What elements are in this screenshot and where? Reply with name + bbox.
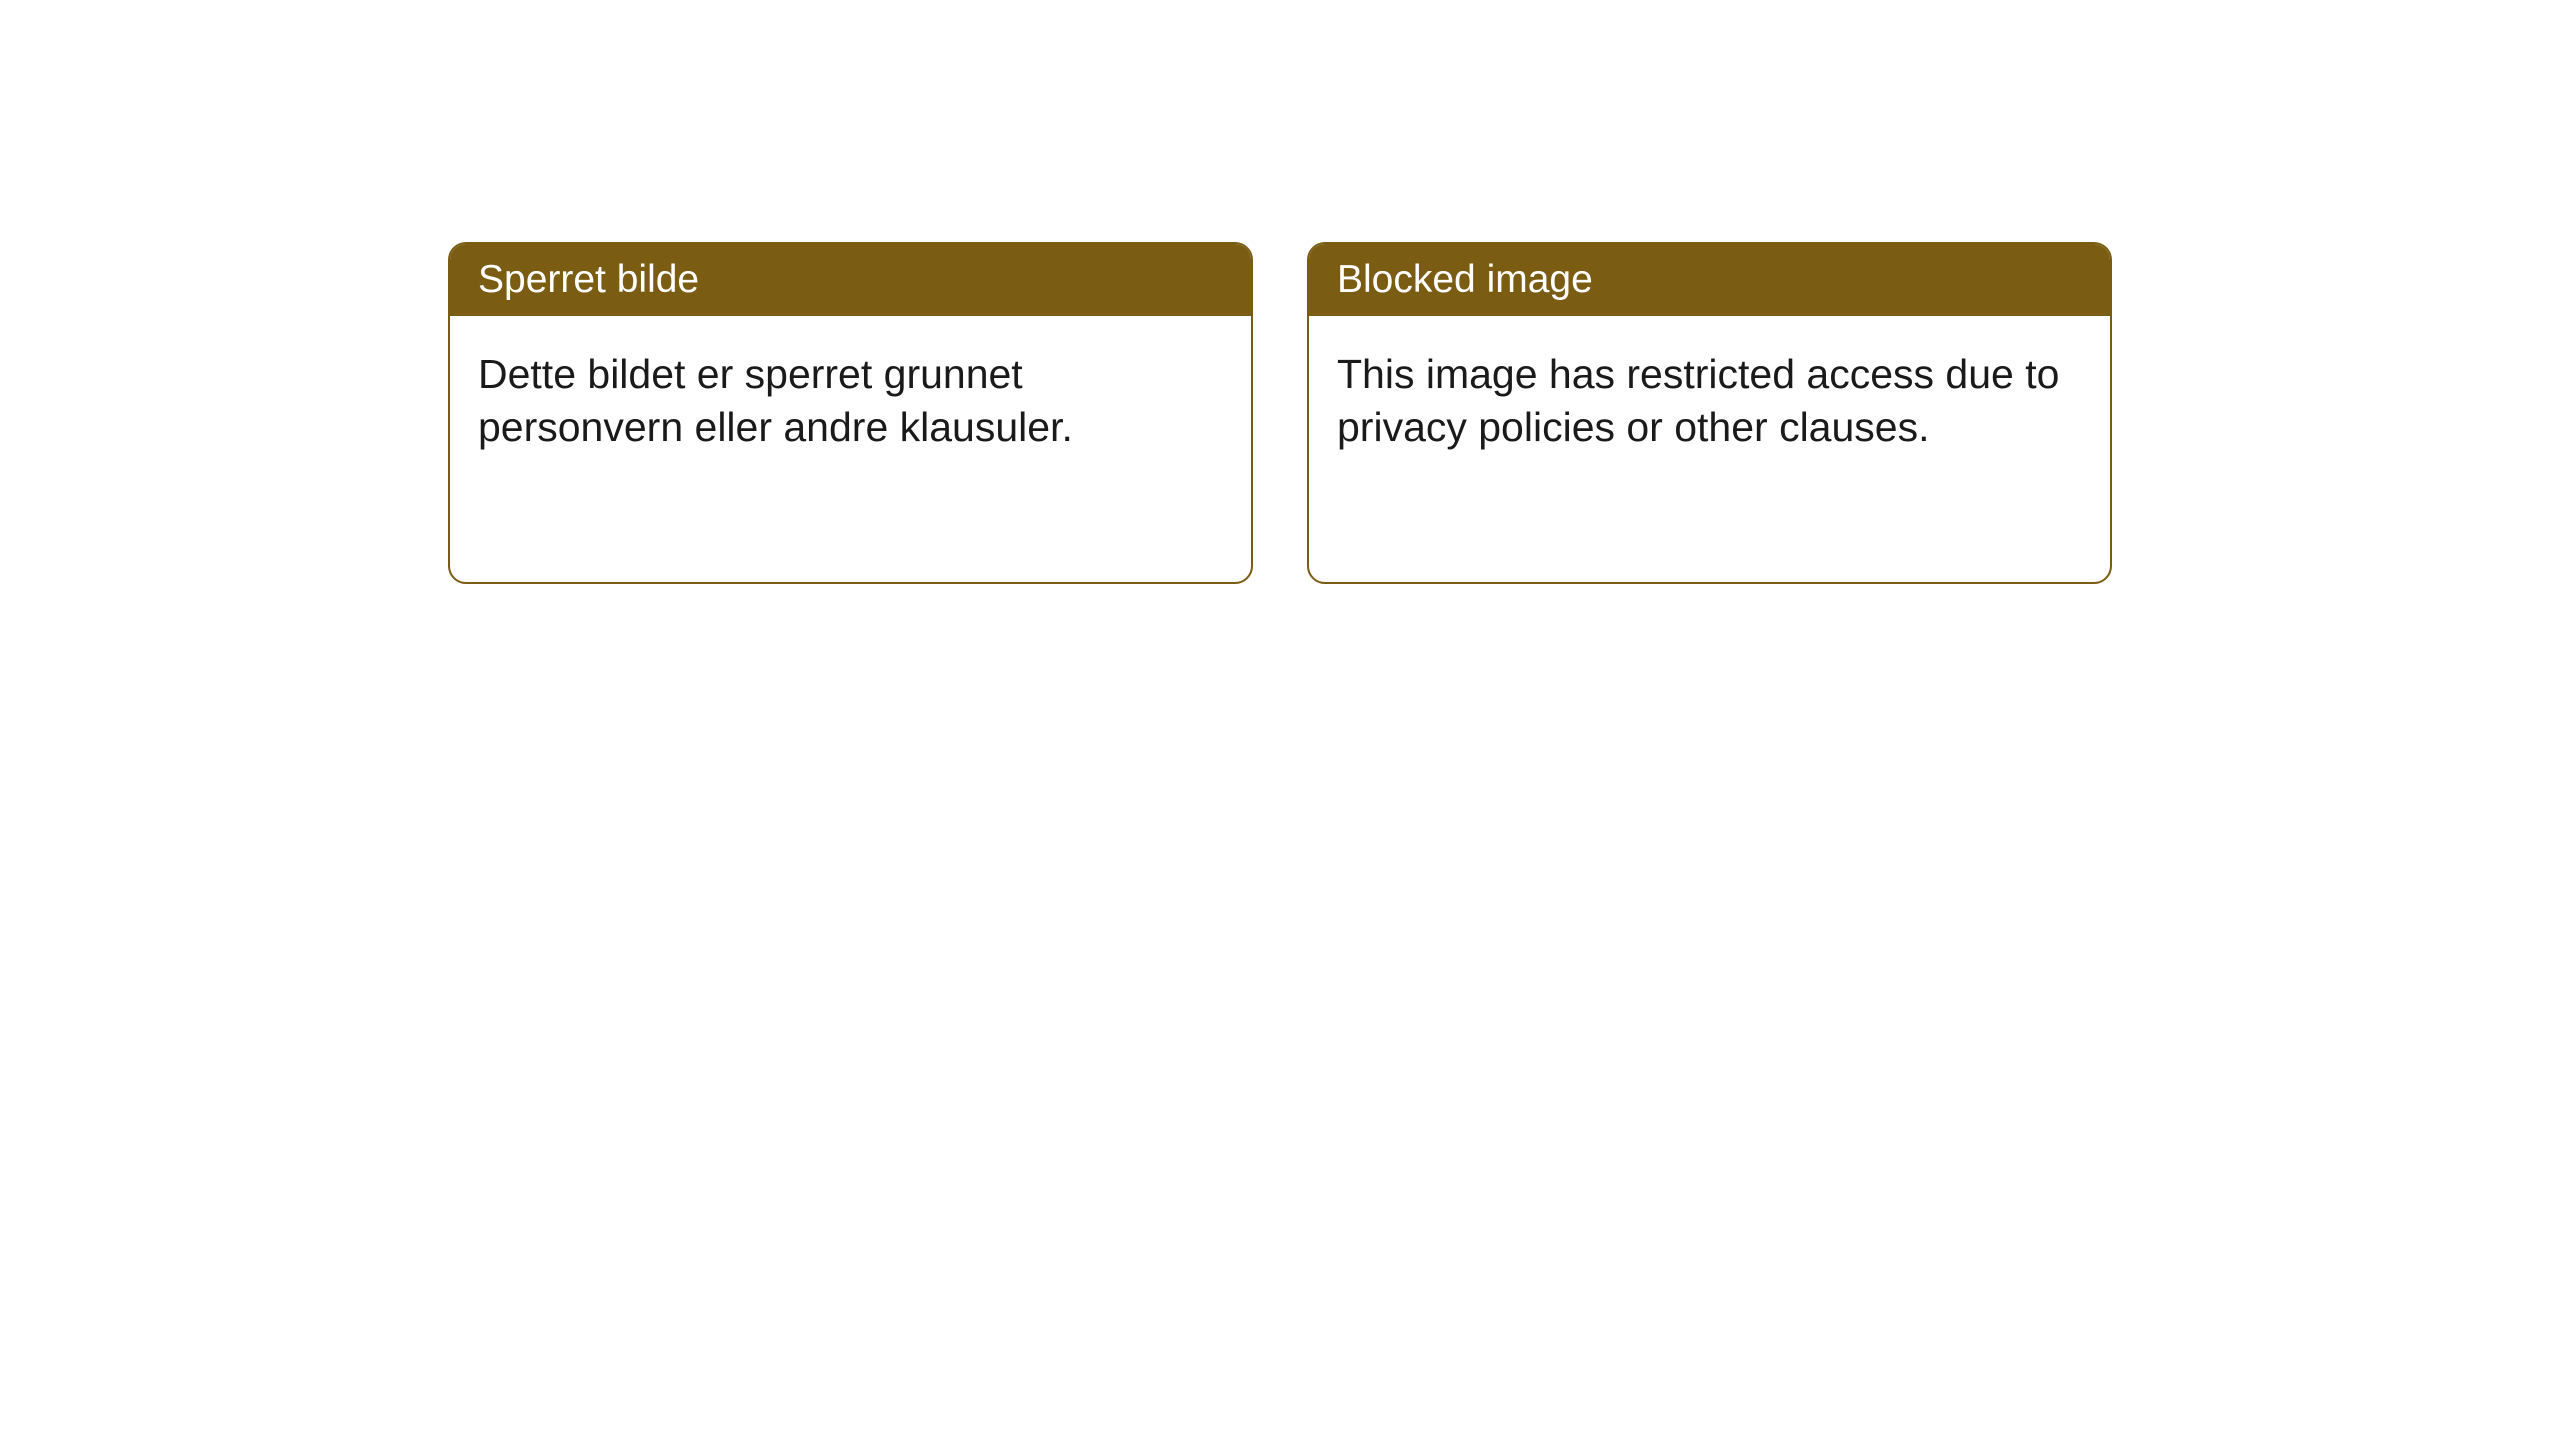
notice-header: Sperret bilde (450, 244, 1251, 316)
notice-title: Sperret bilde (478, 258, 699, 301)
notice-card-norwegian: Sperret bilde Dette bildet er sperret gr… (448, 242, 1253, 584)
notice-body: This image has restricted access due to … (1309, 316, 2110, 487)
notice-body: Dette bildet er sperret grunnet personve… (450, 316, 1251, 487)
notice-card-english: Blocked image This image has restricted … (1307, 242, 2112, 584)
notice-header: Blocked image (1309, 244, 2110, 316)
notice-container: Sperret bilde Dette bildet er sperret gr… (448, 242, 2112, 1440)
notice-body-text: This image has restricted access due to … (1337, 351, 2059, 450)
notice-title: Blocked image (1337, 258, 1593, 301)
notice-body-text: Dette bildet er sperret grunnet personve… (478, 351, 1073, 450)
